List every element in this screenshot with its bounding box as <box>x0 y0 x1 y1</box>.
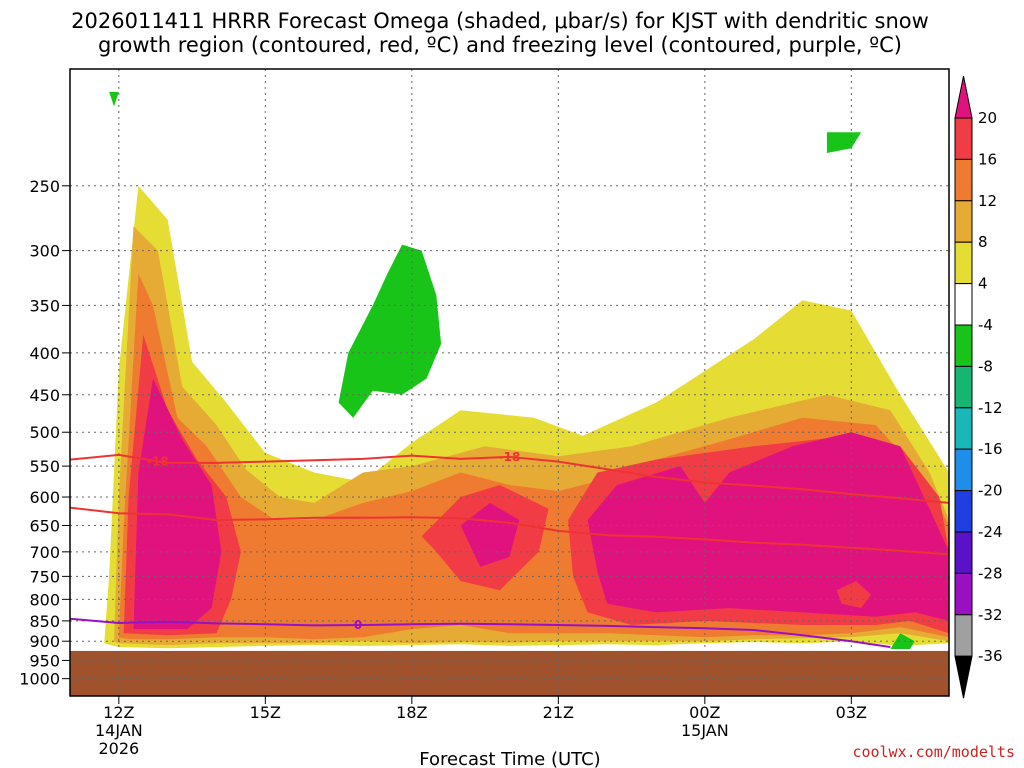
y-tick-label-950: 950 <box>29 651 60 670</box>
x-tick-year-12Z: 2026 <box>98 739 139 758</box>
colorbar-label-0: 20 <box>978 109 997 127</box>
omega-region-9 <box>836 581 871 609</box>
colorbar-swatch-4 <box>954 241 973 285</box>
y-tick-label-850: 850 <box>29 612 60 631</box>
x-tick-label-00Z: 00Z <box>689 703 720 722</box>
x-tick-label-03Z: 03Z <box>836 703 867 722</box>
colorbar-label-8: -16 <box>978 440 1003 458</box>
colorbar-label-5: -4 <box>978 316 993 334</box>
omega-region-6 <box>133 378 222 630</box>
plot-frame <box>69 68 950 697</box>
y-tick-label-250: 250 <box>29 177 60 196</box>
y-tick-label-800: 800 <box>29 590 60 609</box>
colorbar-label-11: -28 <box>978 564 1003 582</box>
y-tick-label-1000: 1000 <box>19 670 60 689</box>
x-tick-label-21Z: 21Z <box>543 703 574 722</box>
colorbar-label-7: -12 <box>978 399 1003 417</box>
colorbar: 20 16 12 8 4 -4 -8 -12 -16 -20 -24 -28 -32 -36 <box>954 75 1003 699</box>
colorbar-bottom-triangle <box>954 655 973 699</box>
colorbar-swatch-10 <box>954 490 973 533</box>
x-tick-sublabel-12Z: 14JAN <box>95 721 143 740</box>
y-tick-label-600: 600 <box>29 488 60 507</box>
y-tick-label-700: 700 <box>29 543 60 562</box>
colorbar-swatch-7 <box>954 365 973 409</box>
colorbar-swatch-11 <box>954 531 973 574</box>
x-tick-label-15Z: 15Z <box>250 703 281 722</box>
freezing-level-label-0: 0 <box>354 618 362 632</box>
colorbar-swatch-5 <box>954 283 973 326</box>
dgz-minus18-label-0: -18 <box>147 454 169 468</box>
x-tick-label-18Z: 18Z <box>396 703 427 722</box>
colorbar-swatch-1 <box>954 117 973 160</box>
colorbar-label-13: -36 <box>978 647 1003 665</box>
colorbar-label-1: 16 <box>978 150 997 168</box>
x-tick-label-12Z: 12Z <box>103 703 134 722</box>
colorbar-label-2: 12 <box>978 192 997 210</box>
colorbar-swatch-13 <box>954 614 973 657</box>
credit-text: coolwx.com/modelts <box>852 743 1015 761</box>
x-axis-label: Forecast Time (UTC) <box>419 749 600 768</box>
colorbar-label-3: 8 <box>978 233 988 251</box>
freezing-level-line <box>70 617 891 649</box>
chart-title-line1: 2026011411 HRRR Forecast Omega (shaded, … <box>71 9 929 33</box>
colorbar-swatch-9 <box>954 448 973 492</box>
omega-region-10 <box>338 244 442 418</box>
colorbar-swatch-3 <box>954 200 973 243</box>
omega-region-11 <box>826 132 862 153</box>
dgz-minus18-label-1: -18 <box>499 450 521 464</box>
grid-lines <box>70 69 949 696</box>
y-tick-label-900: 900 <box>29 632 60 651</box>
colorbar-label-4: 4 <box>978 275 988 293</box>
colorbar-label-9: -20 <box>978 482 1003 500</box>
contour-lines: -18 -18 0 <box>70 450 949 649</box>
colorbar-top-triangle <box>954 75 973 119</box>
x-tick-sublabel-00Z: 15JAN <box>681 721 729 740</box>
colorbar-swatch-8 <box>954 407 973 450</box>
y-tick-label-300: 300 <box>29 242 60 261</box>
y-tick-label-750: 750 <box>29 567 60 586</box>
chart-title-line2: growth region (contoured, red, ºC) and f… <box>98 33 902 57</box>
y-tick-label-350: 350 <box>29 296 60 315</box>
colorbar-swatch-6 <box>954 324 973 367</box>
colorbar-swatch-2 <box>954 158 973 202</box>
y-tick-label-500: 500 <box>29 423 60 442</box>
y-tick-label-400: 400 <box>29 344 60 363</box>
colorbar-label-12: -32 <box>978 606 1003 624</box>
ground-terrain <box>70 650 949 696</box>
colorbar-label-10: -24 <box>978 523 1003 541</box>
omega-region-13 <box>890 633 915 649</box>
y-tick-label-550: 550 <box>29 457 60 476</box>
y-tick-label-650: 650 <box>29 516 60 535</box>
dgz-minus18-line <box>70 453 949 504</box>
colorbar-label-6: -8 <box>978 357 993 375</box>
colorbar-swatch-12 <box>954 572 973 616</box>
omega-region-12 <box>109 91 119 107</box>
y-tick-label-450: 450 <box>29 386 60 405</box>
y-axis: 2503003504004505005506006507007508008509… <box>19 177 70 689</box>
dgz-minus12-line <box>70 506 949 556</box>
